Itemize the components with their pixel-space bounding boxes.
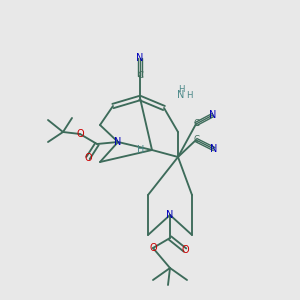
Text: C: C [193, 136, 199, 145]
Text: C: C [193, 119, 199, 128]
Text: O: O [149, 243, 157, 253]
Text: H: H [186, 91, 192, 100]
Text: C: C [137, 71, 143, 80]
Text: O: O [76, 129, 84, 139]
Text: O: O [181, 245, 189, 255]
Text: N: N [166, 210, 174, 220]
Text: H: H [137, 145, 145, 155]
Text: H: H [178, 85, 184, 94]
Text: N: N [114, 137, 122, 147]
Text: O: O [84, 153, 92, 163]
Text: N: N [210, 144, 218, 154]
Text: N: N [177, 90, 185, 100]
Text: N: N [136, 53, 144, 63]
Text: N: N [209, 110, 217, 120]
